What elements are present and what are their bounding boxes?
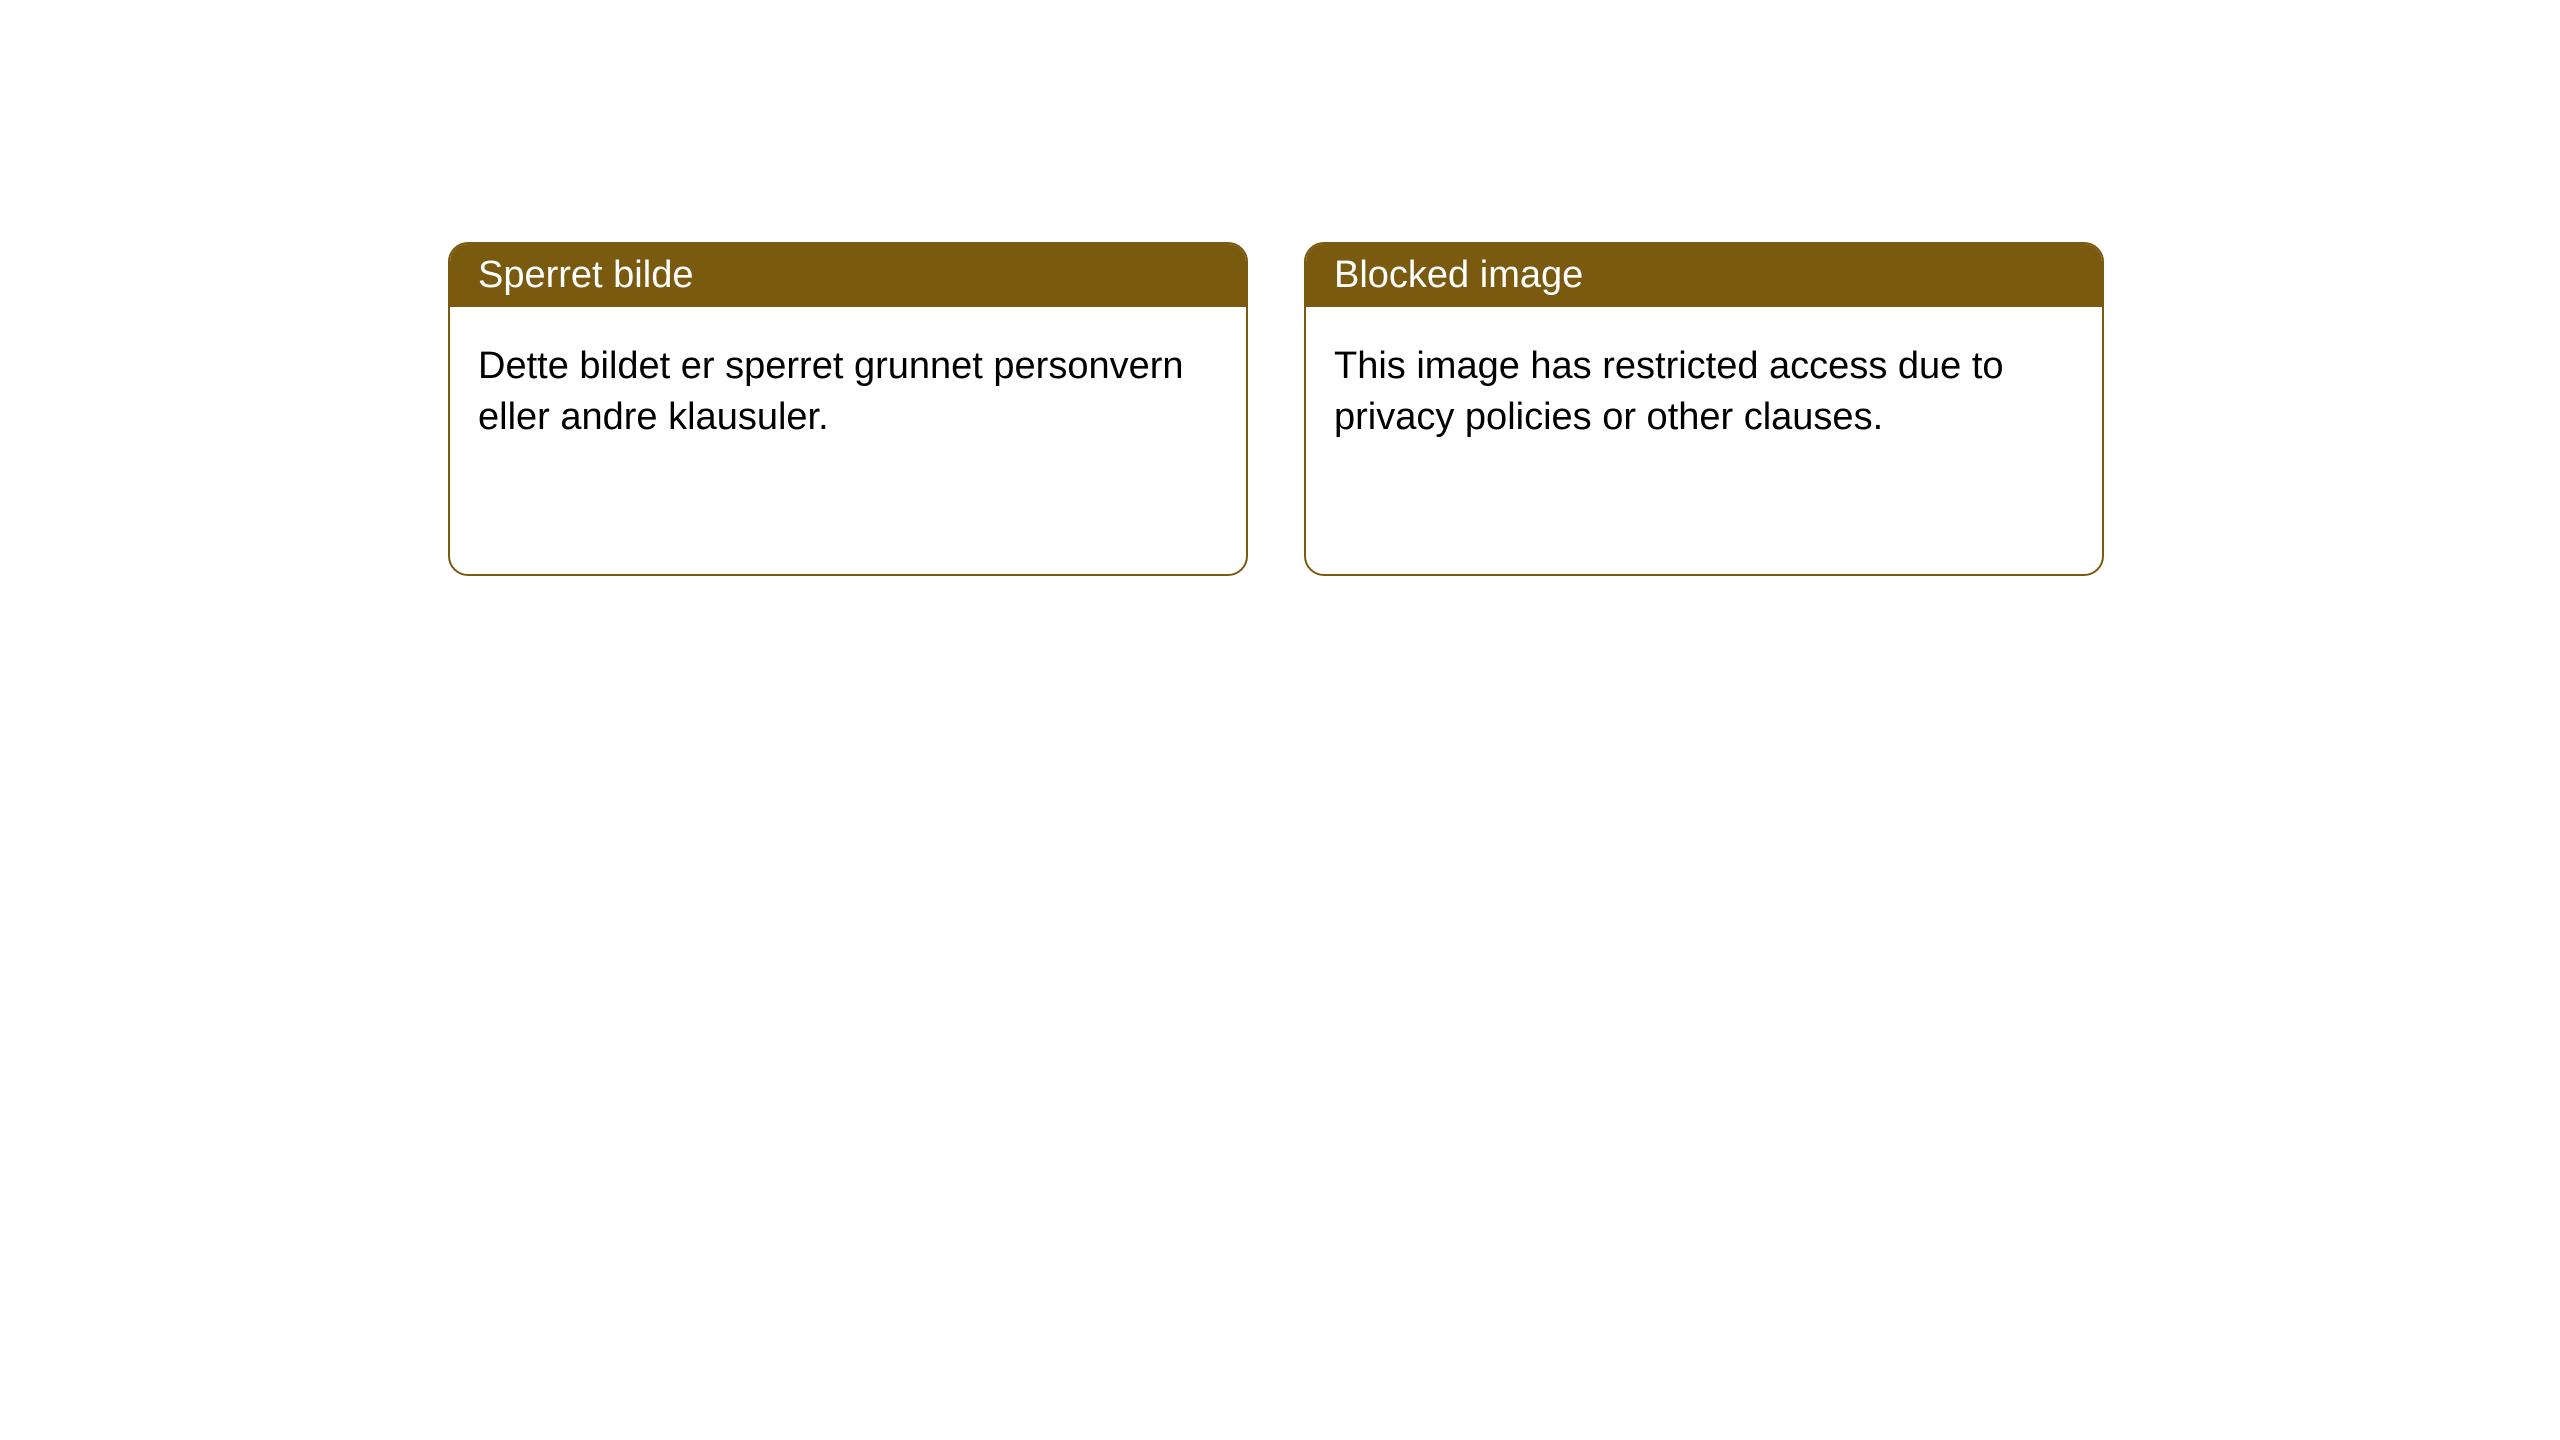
notice-container: Sperret bilde Dette bildet er sperret gr… — [0, 0, 2560, 576]
notice-body-norwegian: Dette bildet er sperret grunnet personve… — [450, 307, 1246, 478]
notice-card-english: Blocked image This image has restricted … — [1304, 242, 2104, 576]
notice-header-norwegian: Sperret bilde — [450, 244, 1246, 307]
notice-card-norwegian: Sperret bilde Dette bildet er sperret gr… — [448, 242, 1248, 576]
notice-header-english: Blocked image — [1306, 244, 2102, 307]
notice-body-english: This image has restricted access due to … — [1306, 307, 2102, 478]
